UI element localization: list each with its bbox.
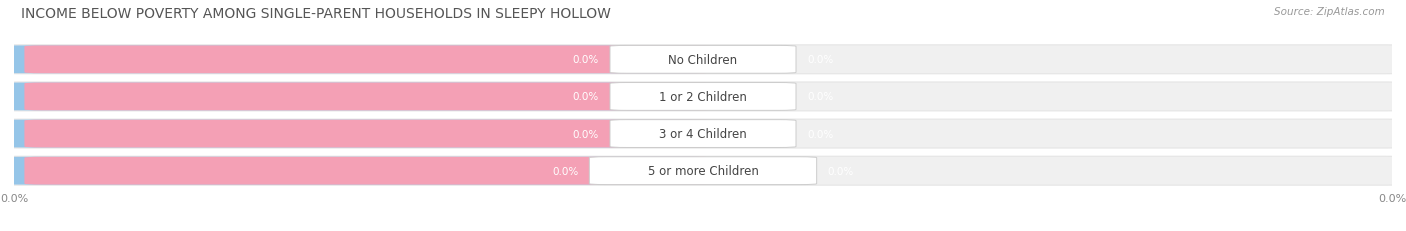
Text: 0.0%: 0.0%	[553, 166, 578, 176]
FancyBboxPatch shape	[24, 46, 713, 74]
FancyBboxPatch shape	[0, 83, 1406, 111]
Text: INCOME BELOW POVERTY AMONG SINGLE-PARENT HOUSEHOLDS IN SLEEPY HOLLOW: INCOME BELOW POVERTY AMONG SINGLE-PARENT…	[21, 7, 612, 21]
FancyBboxPatch shape	[610, 46, 796, 74]
Text: No Children: No Children	[668, 54, 738, 67]
Text: 0.0%: 0.0%	[807, 92, 834, 102]
FancyBboxPatch shape	[589, 157, 817, 185]
Text: 0.0%: 0.0%	[807, 55, 834, 65]
Text: 0.0%: 0.0%	[807, 129, 834, 139]
Text: 5 or more Children: 5 or more Children	[648, 164, 758, 177]
Text: 3 or 4 Children: 3 or 4 Children	[659, 128, 747, 140]
FancyBboxPatch shape	[4, 120, 706, 148]
FancyBboxPatch shape	[0, 46, 1406, 74]
FancyBboxPatch shape	[24, 83, 713, 111]
FancyBboxPatch shape	[24, 157, 713, 185]
FancyBboxPatch shape	[4, 83, 706, 111]
FancyBboxPatch shape	[4, 157, 706, 185]
FancyBboxPatch shape	[610, 120, 796, 148]
FancyBboxPatch shape	[610, 83, 796, 111]
FancyBboxPatch shape	[0, 157, 1406, 185]
Text: 0.0%: 0.0%	[572, 92, 599, 102]
FancyBboxPatch shape	[0, 120, 1406, 148]
Text: 0.0%: 0.0%	[572, 129, 599, 139]
Text: 0.0%: 0.0%	[572, 55, 599, 65]
FancyBboxPatch shape	[4, 46, 706, 74]
Text: 0.0%: 0.0%	[828, 166, 853, 176]
Text: Source: ZipAtlas.com: Source: ZipAtlas.com	[1274, 7, 1385, 17]
FancyBboxPatch shape	[24, 120, 713, 148]
Text: 1 or 2 Children: 1 or 2 Children	[659, 91, 747, 103]
